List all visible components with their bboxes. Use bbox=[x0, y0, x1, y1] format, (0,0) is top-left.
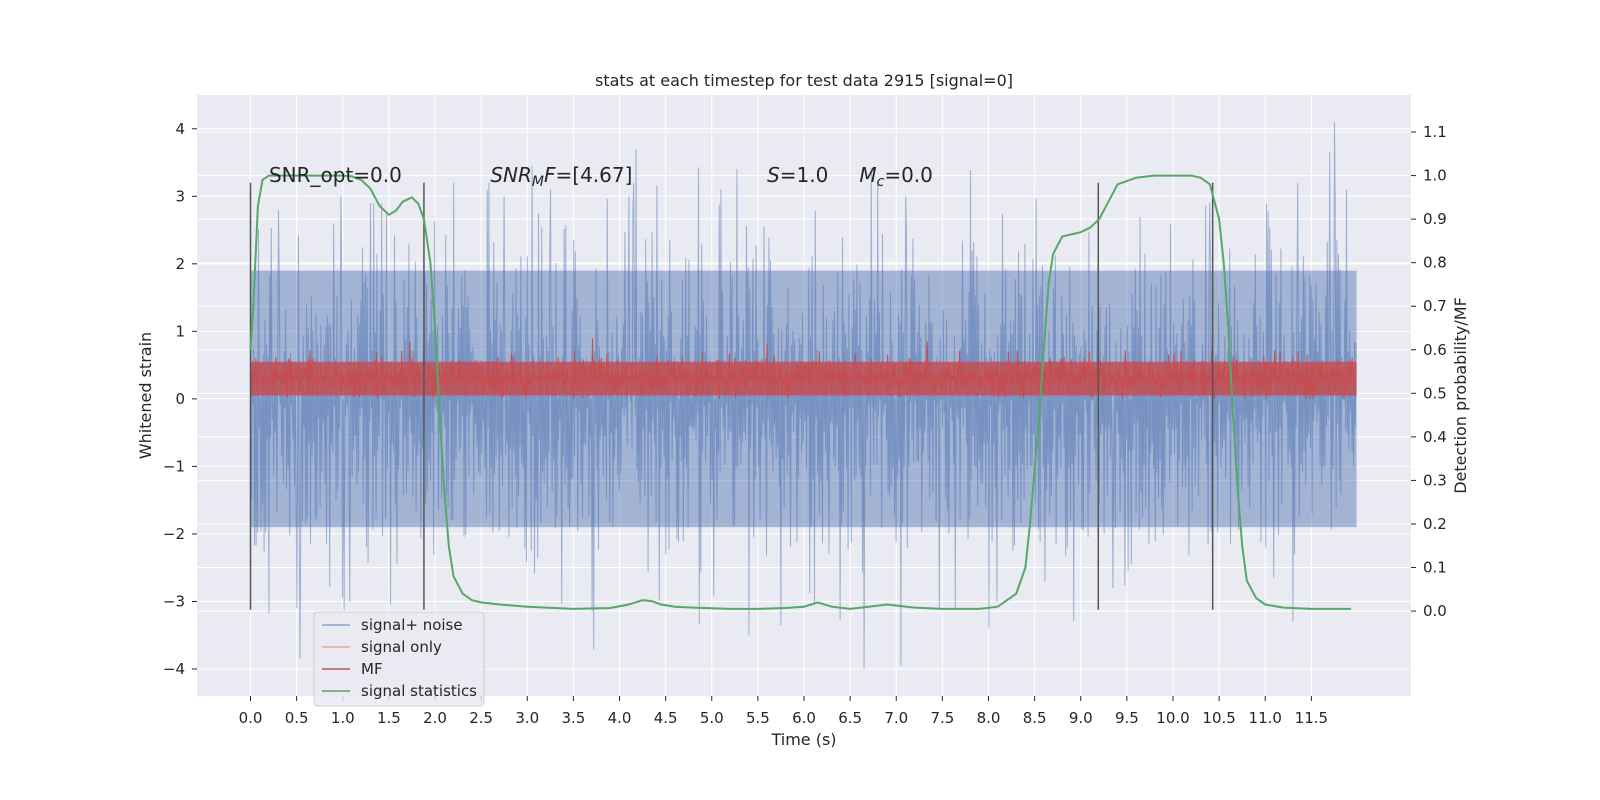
y2-tick-label: 0.1 bbox=[1423, 559, 1447, 577]
y-tick-label: 3 bbox=[175, 187, 185, 205]
annotation-snr-mf: SNRMF=[4.67] bbox=[490, 163, 632, 190]
series-signal-statistics bbox=[249, 174, 1351, 610]
legend-item-signal-only: signal only bbox=[322, 638, 442, 656]
annotation-mc: Mc=0.0 bbox=[859, 163, 933, 190]
x-tick-label: 2.0 bbox=[423, 709, 447, 727]
x-tick-label: 6.5 bbox=[838, 709, 862, 727]
y-axis-left: 4 3 2 1 0 −1 −2 −3 −4 bbox=[163, 120, 197, 678]
legend: signal+ noise signal only MF signal stat… bbox=[313, 611, 485, 707]
x-tick-label: 2.5 bbox=[469, 709, 493, 727]
chart-title: stats at each timestep for test data 291… bbox=[595, 71, 1013, 90]
legend-item-signal-statistics: signal statistics bbox=[322, 682, 477, 700]
annotation-mc-base: M bbox=[859, 163, 876, 187]
annotation-s-base: S bbox=[767, 163, 780, 187]
x-tick-label: 3.0 bbox=[515, 709, 539, 727]
y2-tick-label: 0.2 bbox=[1423, 515, 1447, 533]
legend-label-signal-statistics: signal statistics bbox=[361, 682, 477, 700]
y2-tick-label: 0.9 bbox=[1423, 210, 1447, 228]
x-tick-label: 1.5 bbox=[377, 709, 401, 727]
y-tick-label: 1 bbox=[175, 322, 185, 340]
annotation-snr-mf-sub: M bbox=[532, 174, 544, 190]
x-tick-label: 8.5 bbox=[1023, 709, 1047, 727]
x-tick-label: 11.5 bbox=[1295, 709, 1328, 727]
y-tick-label: −4 bbox=[163, 660, 185, 678]
annotation-snr-mf-rest: =[4.67] bbox=[556, 163, 633, 187]
x-tick-label: 7.0 bbox=[884, 709, 908, 727]
y2-tick-label: 0.3 bbox=[1423, 471, 1447, 489]
y2-tick-label: 1.0 bbox=[1423, 167, 1447, 185]
x-tick-label: 0.0 bbox=[239, 709, 263, 727]
y2-tick-label: 0.7 bbox=[1423, 297, 1447, 315]
y-tick-label: 2 bbox=[175, 255, 185, 273]
x-tick-label: 5.0 bbox=[700, 709, 724, 727]
x-tick-label: 5.5 bbox=[746, 709, 770, 727]
x-tick-label: 9.0 bbox=[1069, 709, 1093, 727]
y2-tick-label: 0.6 bbox=[1423, 341, 1447, 359]
y2-tick-label: 0.4 bbox=[1423, 428, 1447, 446]
annotation-s-rest: =1.0 bbox=[780, 163, 829, 187]
x-tick-label: 4.0 bbox=[608, 709, 632, 727]
x-tick-label: 9.5 bbox=[1115, 709, 1139, 727]
y2-tick-label: 0.5 bbox=[1423, 384, 1447, 402]
x-tick-label: 8.0 bbox=[977, 709, 1001, 727]
x-tick-label: 6.0 bbox=[792, 709, 816, 727]
legend-item-mf: MF bbox=[322, 660, 383, 678]
legend-label-signal-noise: signal+ noise bbox=[361, 616, 463, 634]
y-axis-right: 1.1 1.0 0.9 0.8 0.7 0.6 0.5 0.4 0.3 0.2 0.1 0.0 bbox=[1411, 123, 1447, 620]
x-tick-label: 10.0 bbox=[1156, 709, 1189, 727]
annotation-mc-sub: c bbox=[877, 174, 885, 190]
x-tick-label: 0.5 bbox=[285, 709, 309, 727]
legend-label-signal-only: signal only bbox=[361, 638, 442, 656]
x-tick-label: 11.0 bbox=[1249, 709, 1282, 727]
x-tick-label: 10.5 bbox=[1202, 709, 1235, 727]
y2-axis-label: Detection probability/MF bbox=[1451, 297, 1470, 494]
annotation-snr-mf-base: SNR bbox=[490, 163, 532, 187]
vertical-lines bbox=[249, 182, 1214, 610]
x-tick-label: 7.5 bbox=[930, 709, 954, 727]
x-axis-label: Time (s) bbox=[770, 730, 836, 749]
x-axis: 0.0 0.5 1.0 1.5 2.0 2.5 3.0 3.5 4.0 4.5 5.0 5.5 6.0 6… bbox=[239, 696, 1328, 727]
series-mf-band bbox=[250, 361, 1357, 396]
y-axis-label: Whitened strain bbox=[136, 332, 155, 459]
y-tick-label: −1 bbox=[163, 457, 185, 475]
x-tick-label: 4.5 bbox=[654, 709, 678, 727]
y2-tick-label: 0.8 bbox=[1423, 254, 1447, 272]
x-tick-label: 3.5 bbox=[561, 709, 585, 727]
annotation-snr-opt: SNR_opt=0.0 bbox=[269, 163, 402, 187]
legend-item-signal-noise: signal+ noise bbox=[322, 616, 463, 634]
y2-tick-label: 1.1 bbox=[1423, 123, 1447, 141]
legend-box bbox=[313, 611, 485, 707]
y-tick-label: 4 bbox=[175, 120, 185, 138]
y-tick-label: −3 bbox=[163, 592, 185, 610]
series-signal-noise-band bbox=[250, 270, 1357, 528]
y-tick-label: −2 bbox=[163, 525, 185, 543]
legend-label-mf: MF bbox=[361, 660, 383, 678]
annotation-s: S=1.0 bbox=[767, 163, 828, 187]
series-layer bbox=[249, 121, 1357, 670]
x-tick-label: 1.0 bbox=[331, 709, 355, 727]
annotation-mc-rest: =0.0 bbox=[884, 163, 933, 187]
annotation-snr-mf-f: F bbox=[544, 163, 556, 187]
y-tick-label: 0 bbox=[175, 390, 185, 408]
series-signal-noise bbox=[250, 121, 1357, 670]
y2-tick-label: 0.0 bbox=[1423, 602, 1447, 620]
